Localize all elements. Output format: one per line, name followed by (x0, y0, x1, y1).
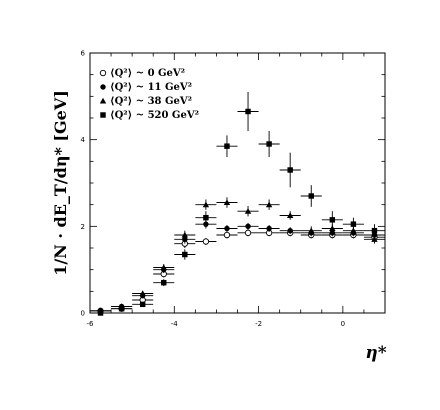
marker-filled-square (371, 227, 378, 234)
marker-filled-triangle (244, 207, 252, 214)
data-point (195, 238, 217, 245)
data-point (300, 226, 322, 235)
marker-open-circle (244, 229, 252, 237)
marker-filled-square (287, 167, 293, 173)
marker-filled-triangle (308, 227, 315, 234)
data-point (174, 249, 196, 260)
marker-filled-square (139, 301, 146, 308)
series-0 (90, 229, 385, 315)
data-point (174, 230, 196, 240)
data-point (258, 131, 280, 157)
data-marks (90, 92, 385, 316)
marker-filled-triangle (223, 199, 231, 206)
data-point (153, 264, 175, 271)
y-tick-label: 4 (81, 136, 86, 144)
axis-tick-labels: -6 -4 -2 0 0 2 4 6 (81, 50, 346, 329)
data-point (321, 211, 343, 229)
legend-entry: ⟨Q²⟩ ~ 11 GeV² (100, 82, 192, 93)
marker-filled-triangle (139, 290, 146, 297)
legend-entry: ⟨Q²⟩ ~ 38 GeV² (99, 96, 192, 107)
data-point (111, 305, 133, 312)
legend-label: ⟨Q²⟩ ~ 38 GeV² (110, 96, 192, 107)
y-tick-label: 6 (81, 50, 86, 58)
series-1 (90, 219, 385, 314)
data-point (216, 231, 238, 239)
marker-filled-circle (266, 225, 272, 232)
marker-filled-circle (224, 225, 230, 232)
data-point (132, 301, 154, 308)
marker-filled-square (203, 214, 209, 221)
x-tick-label: -4 (171, 320, 179, 328)
marker-filled-square (182, 251, 188, 258)
marker-filled-square (350, 221, 357, 227)
data-point (195, 199, 217, 210)
axis-ticks (89, 52, 386, 314)
marker-filled-square (308, 193, 314, 199)
data-point (279, 211, 301, 220)
marker-filled-square (161, 279, 167, 286)
marker-filled-square (97, 310, 104, 316)
y-tick-label: 2 (81, 223, 85, 231)
marker-open-circle (202, 238, 210, 245)
data-point (132, 290, 154, 297)
legend: ⟨Q²⟩ ~ 0 GeV² ⟨Q²⟩ ~ 11 GeV² ⟨Q²⟩ ~ 38 GeV… (99, 68, 199, 121)
marker-filled-circle (287, 227, 293, 234)
marker-open-circle (99, 69, 107, 77)
marker-filled-circle (245, 223, 251, 230)
series-3 (90, 92, 385, 316)
data-point (90, 310, 112, 316)
marker-filled-triangle (265, 201, 273, 208)
legend-entry: ⟨Q²⟩ ~ 0 GeV² (99, 68, 185, 79)
x-axis-label: η* (365, 343, 386, 363)
legend-label: ⟨Q²⟩ ~ 520 GeV² (110, 110, 199, 121)
y-tick-label: 0 (81, 310, 85, 318)
data-point (153, 279, 175, 287)
marker-filled-circle (100, 84, 106, 90)
marker-filled-square (118, 305, 125, 312)
marker-filled-square (224, 143, 230, 149)
data-point (279, 152, 301, 188)
marker-filled-triangle (202, 201, 210, 208)
data-point (195, 211, 217, 225)
marker-filled-square (329, 217, 336, 223)
y-axis-label: 1/N · dE_T/dη* [GeV] (51, 90, 70, 276)
marker-filled-square (266, 141, 272, 147)
data-point (279, 227, 301, 235)
marker-filled-triangle (99, 97, 107, 104)
data-point (237, 205, 259, 217)
marker-filled-square (245, 108, 251, 115)
marker-open-circle (223, 231, 231, 239)
legend-entry: ⟨Q²⟩ ~ 520 GeV² (100, 110, 199, 121)
data-point (216, 135, 238, 157)
data-point (216, 225, 238, 232)
marker-filled-triangle (371, 236, 378, 242)
data-point (342, 217, 364, 231)
legend-label: ⟨Q²⟩ ~ 0 GeV² (110, 68, 185, 79)
marker-filled-triangle (286, 212, 294, 219)
x-tick-label: -2 (255, 320, 262, 328)
marker-filled-triangle (181, 231, 189, 238)
data-point (363, 224, 385, 238)
data-point (237, 222, 259, 230)
data-point (258, 199, 280, 210)
data-point (237, 229, 259, 237)
marker-filled-square (100, 112, 106, 118)
x-tick-label: -6 (87, 320, 95, 328)
data-point (237, 92, 259, 131)
marker-filled-triangle (160, 264, 167, 271)
x-tick-label: 0 (341, 320, 345, 328)
data-point (300, 185, 322, 207)
data-point (216, 197, 238, 208)
legend-label: ⟨Q²⟩ ~ 11 GeV² (110, 82, 192, 93)
data-point (258, 225, 280, 232)
